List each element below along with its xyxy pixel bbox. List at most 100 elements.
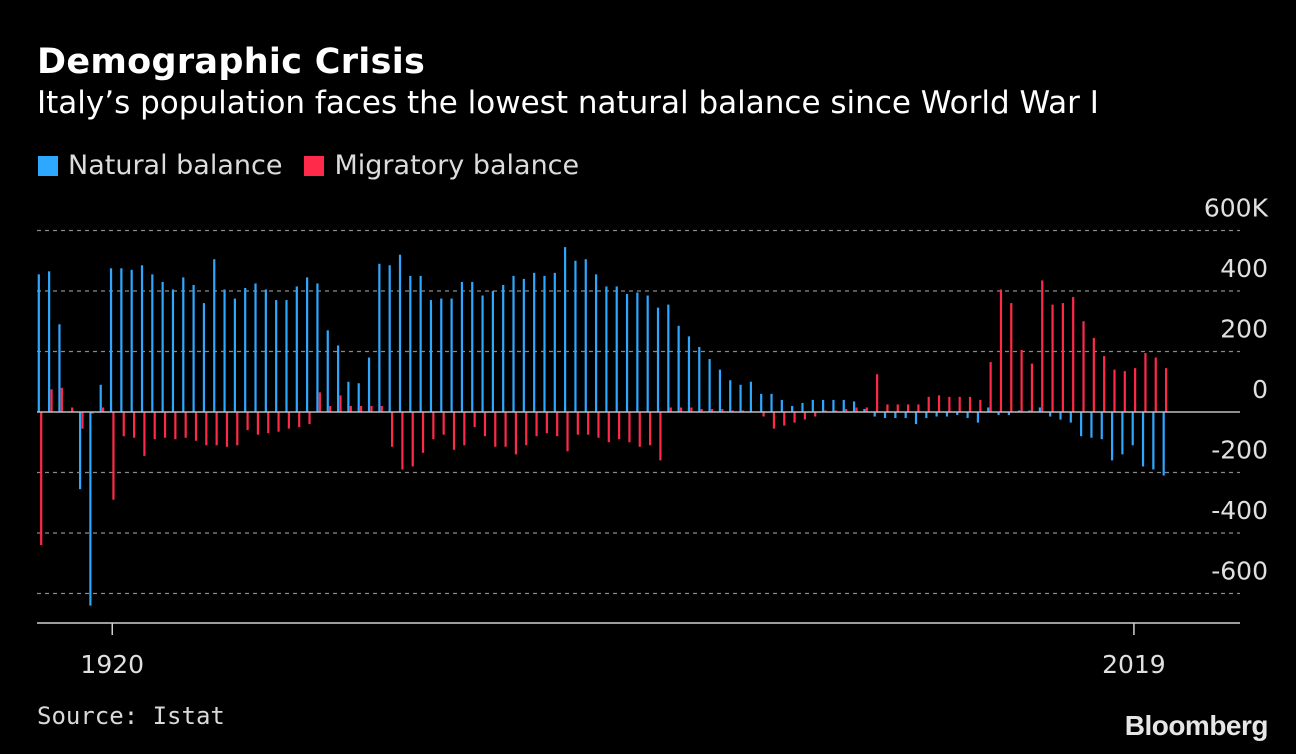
- bar-natural: [58, 324, 61, 412]
- y-tick-label: -200: [1211, 436, 1268, 465]
- bar-migratory: [989, 362, 992, 412]
- bar-natural: [285, 300, 288, 412]
- bar-natural: [698, 346, 701, 412]
- bar-migratory: [948, 396, 951, 412]
- bar-natural: [1152, 412, 1155, 470]
- bar-natural: [440, 298, 443, 412]
- bar-natural: [1131, 412, 1134, 446]
- bar-natural: [1049, 412, 1052, 417]
- bar-natural: [347, 381, 350, 412]
- bar-natural: [739, 384, 742, 412]
- bar-migratory: [349, 405, 352, 412]
- chart-title: Demographic Crisis: [37, 42, 426, 82]
- bar-migratory: [194, 412, 198, 441]
- bar-natural: [749, 381, 752, 412]
- y-tick-label: 600K: [1204, 194, 1269, 223]
- bar-natural: [925, 412, 928, 419]
- bar-migratory: [1123, 371, 1126, 412]
- bar-natural: [533, 272, 536, 412]
- bar-migratory: [370, 405, 373, 412]
- bar-migratory: [1030, 363, 1034, 412]
- bar-migratory: [483, 412, 487, 437]
- bar-migratory: [525, 412, 528, 446]
- bar-natural: [161, 281, 164, 412]
- bar-migratory: [587, 412, 590, 435]
- y-tick-label: 400: [1220, 254, 1268, 283]
- bar-natural: [502, 284, 505, 412]
- bar-migratory: [679, 407, 683, 412]
- bar-migratory: [132, 412, 136, 438]
- bar-migratory: [246, 412, 249, 431]
- bar-migratory: [514, 412, 518, 455]
- bar-migratory: [308, 412, 311, 425]
- bar-migratory: [71, 407, 74, 412]
- bar-migratory: [772, 412, 776, 429]
- bar-migratory: [814, 412, 817, 417]
- bar-natural: [1038, 407, 1041, 412]
- bar-natural: [99, 384, 102, 412]
- bar-natural: [326, 330, 329, 412]
- bar-natural: [192, 284, 195, 412]
- bar-migratory: [163, 412, 167, 438]
- bar-natural: [656, 307, 660, 412]
- bar-natural: [687, 336, 691, 412]
- bar-natural: [863, 408, 866, 412]
- y-tick-label: -600: [1211, 557, 1268, 586]
- bar-migratory: [452, 412, 456, 450]
- bar-migratory: [380, 405, 383, 412]
- bar-natural: [171, 289, 175, 412]
- bar-migratory: [256, 412, 260, 435]
- bar-migratory: [556, 412, 559, 437]
- bar-natural: [564, 247, 567, 412]
- bar-natural: [852, 401, 856, 412]
- bar-natural: [553, 272, 556, 412]
- bar-natural: [223, 289, 226, 412]
- bar-migratory: [845, 408, 848, 412]
- bar-natural: [615, 286, 618, 412]
- bar-natural: [770, 393, 773, 412]
- bar-migratory: [886, 404, 889, 412]
- legend-label-natural: Natural balance: [68, 150, 283, 181]
- bar-natural: [378, 263, 381, 412]
- bar-natural: [140, 265, 144, 412]
- bar-natural: [760, 393, 763, 412]
- bar-natural: [1069, 412, 1072, 423]
- bar-migratory: [1051, 304, 1054, 412]
- bar-natural: [1090, 412, 1093, 438]
- bar-natural: [842, 399, 845, 412]
- legend-label-migratory: Migratory balance: [334, 150, 580, 181]
- bar-migratory: [360, 405, 363, 412]
- bar-natural: [460, 281, 464, 412]
- bar-natural: [275, 300, 278, 412]
- bar-migratory: [721, 408, 724, 412]
- bar-migratory: [731, 410, 734, 412]
- bar-migratory: [215, 412, 218, 446]
- bar-natural: [935, 412, 938, 417]
- bar-migratory: [865, 407, 868, 412]
- bar-natural: [729, 380, 732, 412]
- bar-natural: [471, 281, 474, 412]
- bar-migratory: [1103, 356, 1106, 412]
- bar-migratory: [700, 408, 703, 412]
- bar-migratory: [102, 407, 105, 412]
- chart-subtitle: Italy’s population faces the lowest natu…: [37, 85, 1099, 121]
- bar-migratory: [659, 412, 662, 461]
- bar-natural: [584, 259, 587, 412]
- bar-natural: [512, 275, 515, 412]
- bar-natural: [151, 274, 154, 412]
- bar-natural: [987, 407, 990, 412]
- bar-natural: [667, 304, 670, 412]
- bar-migratory: [329, 405, 332, 412]
- bar-migratory: [504, 412, 507, 447]
- bar-natural: [254, 283, 257, 412]
- bar-natural: [1018, 410, 1021, 412]
- y-tick-label: 200: [1220, 315, 1268, 344]
- bar-migratory: [432, 412, 435, 440]
- bar-migratory: [545, 412, 548, 434]
- source-note: Source: Istat: [37, 702, 225, 730]
- bar-natural: [718, 369, 722, 412]
- bar-migratory: [401, 412, 404, 470]
- bar-migratory: [277, 412, 280, 432]
- bar-natural: [213, 259, 216, 412]
